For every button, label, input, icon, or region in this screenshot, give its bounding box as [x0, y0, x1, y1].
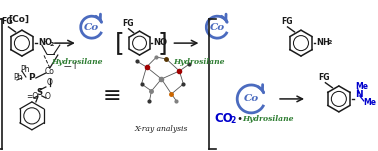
Text: Ph: Ph [13, 74, 22, 82]
Text: NO: NO [38, 38, 52, 47]
Text: S: S [37, 88, 43, 97]
Text: NO: NO [153, 38, 167, 47]
Text: Hydrosilane: Hydrosilane [51, 58, 102, 66]
Text: 2: 2 [50, 42, 54, 47]
Text: 2: 2 [328, 40, 332, 45]
Text: CO: CO [214, 112, 233, 125]
Text: X-ray analysis: X-ray analysis [135, 125, 188, 133]
Text: [: [ [115, 31, 124, 55]
Text: O: O [45, 92, 51, 101]
Text: 2: 2 [230, 116, 235, 125]
Text: Hydrosilane: Hydrosilane [242, 115, 294, 123]
Text: FG: FG [2, 17, 13, 26]
Text: O: O [47, 79, 53, 87]
Text: Hydrosilane: Hydrosilane [174, 58, 225, 66]
Text: ≡: ≡ [102, 86, 121, 106]
Text: =O: =O [26, 92, 38, 101]
Text: [Co]: [Co] [8, 15, 29, 24]
Text: Me: Me [363, 98, 376, 107]
Text: FG: FG [281, 17, 292, 26]
Text: Co: Co [243, 94, 259, 103]
Text: Co: Co [210, 23, 225, 32]
Text: •: • [234, 114, 246, 124]
Text: FG: FG [122, 19, 133, 28]
Text: Co: Co [45, 66, 55, 76]
Text: P: P [29, 74, 35, 82]
Text: — I: — I [64, 61, 76, 71]
Text: Me: Me [355, 82, 368, 92]
Text: FG: FG [319, 73, 330, 82]
Text: N: N [355, 90, 363, 100]
Text: ]: ] [158, 31, 167, 55]
Text: NH: NH [316, 38, 330, 47]
Text: Co: Co [84, 23, 99, 32]
Text: Ph: Ph [20, 64, 29, 74]
